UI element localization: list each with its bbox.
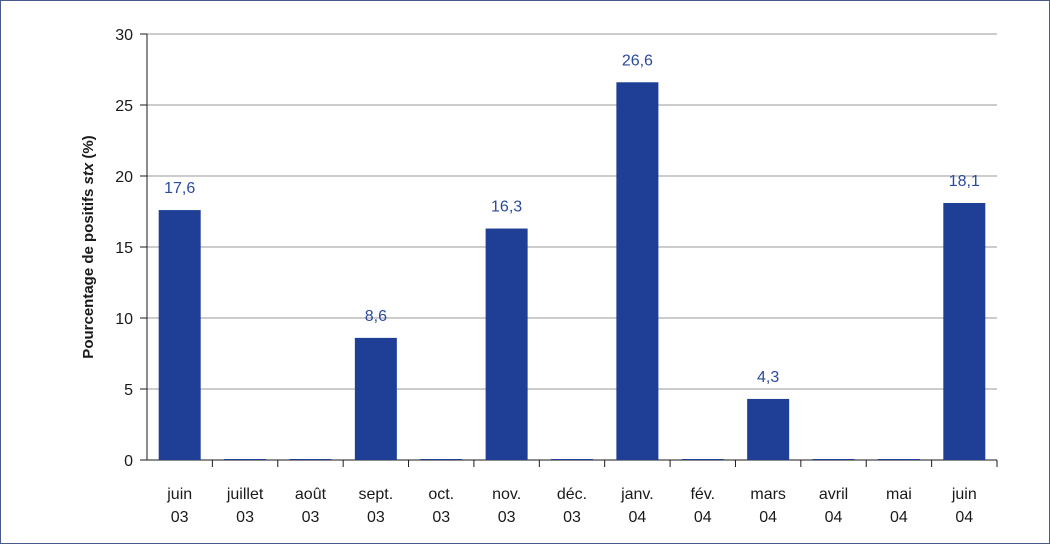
y-tick-label: 15 [115, 240, 133, 257]
y-tick-label: 5 [124, 382, 133, 399]
x-tick-label-year: 04 [890, 509, 908, 526]
x-tick-label-month: sept. [359, 486, 394, 503]
x-tick-label-month: nov. [492, 486, 521, 503]
x-tick-label-month: janv. [620, 486, 654, 503]
x-tick-label-year: 04 [825, 509, 843, 526]
x-tick-label-year: 03 [302, 509, 320, 526]
bar [354, 337, 397, 460]
bar [747, 398, 790, 460]
x-tick-label-month: mai [886, 486, 912, 503]
x-tick-label-month: fév. [690, 486, 715, 503]
data-label: 18,1 [949, 173, 980, 190]
x-tick-label-year: 03 [563, 509, 581, 526]
x-tick-label-year: 03 [236, 509, 254, 526]
y-tick-label: 0 [124, 453, 133, 470]
x-tick-label-year: 03 [367, 509, 385, 526]
x-tick-label-month: mars [750, 486, 786, 503]
data-label: 26,6 [622, 52, 653, 69]
y-tick-label: 25 [115, 98, 133, 115]
data-label: 4,3 [757, 369, 779, 386]
x-tick-label-year: 04 [628, 509, 646, 526]
bar [616, 82, 659, 460]
x-tick-label-year: 03 [432, 509, 450, 526]
x-tick-label-month: avril [819, 486, 848, 503]
y-tick-label: 20 [115, 169, 133, 186]
x-tick-label-month: juin [166, 486, 192, 503]
x-tick-label-month: juillet [226, 486, 264, 503]
data-label: 16,3 [491, 199, 522, 216]
data-label: 17,6 [164, 180, 195, 197]
y-axis-title: Pourcentage de positifs stx (%) [80, 135, 97, 358]
bar [943, 202, 986, 461]
x-tick-label-month: juin [951, 486, 977, 503]
x-tick-label-month: déc. [557, 486, 587, 503]
x-tick-label-year: 04 [694, 509, 712, 526]
bar [485, 228, 528, 460]
x-tick-label-month: oct. [428, 486, 454, 503]
x-tick-label-year: 04 [955, 509, 973, 526]
x-tick-label-month: août [295, 486, 327, 503]
data-label: 8,6 [365, 308, 387, 325]
x-tick-label-year: 04 [759, 509, 777, 526]
y-tick-label: 10 [115, 311, 133, 328]
bar [158, 210, 201, 460]
x-tick-label-year: 03 [498, 509, 516, 526]
y-tick-label: 30 [115, 27, 133, 44]
x-tick-label-year: 03 [171, 509, 189, 526]
